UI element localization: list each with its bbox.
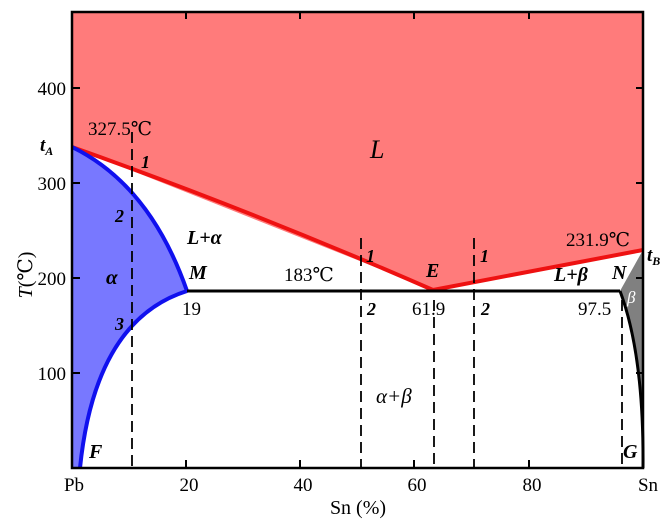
y-axis-unit: (℃): [15, 252, 37, 288]
point-label-e: E: [425, 260, 439, 282]
liquidus-line-right: [432, 248, 644, 292]
alpha-region: [72, 147, 187, 468]
y-tick-label: 100: [38, 364, 67, 385]
region-label-beta: β: [626, 288, 636, 307]
point-label-tb: t: [647, 245, 653, 266]
line-number-c2: 2: [480, 299, 490, 319]
y-tick-label: 300: [38, 174, 67, 195]
x-axis-title: Sn (%): [330, 497, 386, 519]
region-label-l-alpha: L+α: [186, 227, 223, 249]
region-label-alpha: α: [106, 265, 118, 289]
line-number-a1: 1: [141, 152, 150, 172]
line-number-a2: 2: [114, 206, 124, 226]
region-label-l-beta: L+β: [553, 264, 589, 286]
svg-text:tA: tA: [40, 135, 53, 158]
alpha-solidus-line: [71, 145, 189, 292]
point-label-ta: t: [40, 135, 46, 156]
value-n-composition: 97.5: [578, 299, 611, 320]
line-number-a3: 3: [114, 314, 124, 334]
alpha-solvus-line: [78, 289, 188, 469]
composition-lines: [131, 132, 623, 468]
plot-frame: [70, 10, 645, 470]
value-sn-melting: 231.9℃: [566, 230, 630, 251]
point-label-tb-sub: B: [651, 254, 660, 268]
y-tick-label: 400: [38, 79, 67, 100]
svg-text:tB: tB: [647, 245, 660, 268]
line-number-c1: 1: [480, 246, 489, 266]
point-label-ta-sub: A: [44, 144, 53, 158]
point-label-n: N: [611, 262, 628, 284]
point-label-f: F: [88, 441, 103, 463]
y-axis-title: T: [15, 285, 37, 298]
line-number-b2: 2: [366, 299, 376, 319]
region-label-liquid: L: [369, 135, 384, 164]
x-axis-end-sn: Sn: [638, 475, 659, 496]
point-label-m: M: [188, 262, 208, 284]
x-tick-label: 60: [408, 475, 427, 496]
y-axis-ticks: [72, 87, 643, 374]
y-tick-label: 200: [38, 269, 67, 290]
value-e-composition: 61.9: [412, 299, 445, 320]
line-number-b1: 1: [366, 246, 375, 266]
value-m-composition: 19: [182, 299, 201, 320]
liquid-region: [72, 12, 643, 290]
x-axis-end-pb: Pb: [64, 475, 84, 496]
region-label-alpha-beta: α+β: [376, 384, 412, 408]
liquidus-line-left: [71, 145, 434, 292]
svg-text:T(℃): T(℃): [15, 252, 37, 299]
x-axis-ticks: [185, 12, 530, 468]
point-label-g: G: [623, 441, 638, 463]
x-tick-label: 80: [523, 475, 542, 496]
value-eutectic-temp: 183℃: [284, 265, 334, 286]
x-tick-label: 40: [294, 475, 313, 496]
value-pb-melting: 327.5℃: [88, 119, 152, 140]
x-tick-label: 20: [180, 475, 199, 496]
